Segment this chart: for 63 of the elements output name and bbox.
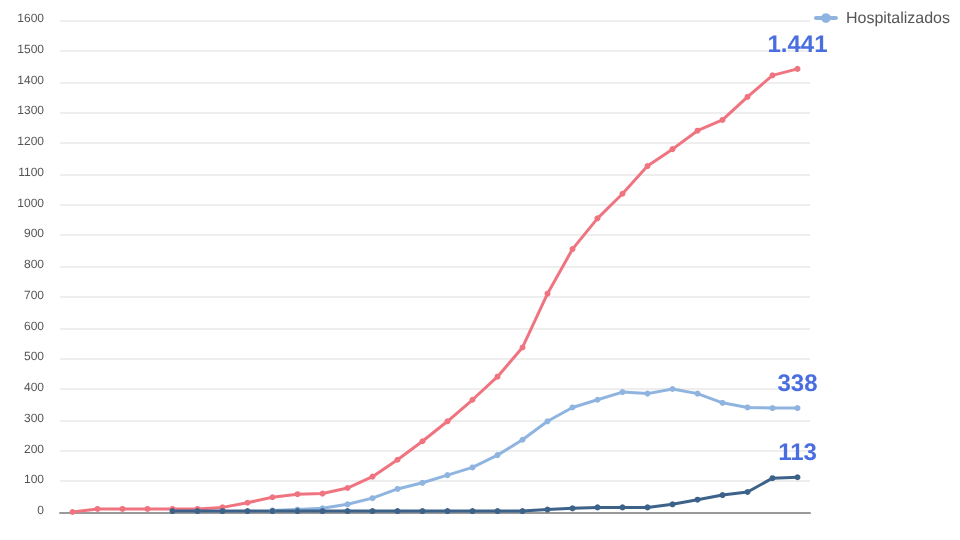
point — [119, 505, 126, 512]
point — [719, 492, 726, 499]
point — [669, 386, 676, 392]
point — [419, 508, 426, 515]
point — [444, 472, 451, 479]
point — [594, 396, 601, 403]
point — [569, 246, 576, 253]
point — [469, 396, 476, 403]
point — [394, 456, 401, 463]
point — [719, 116, 726, 123]
point — [794, 474, 801, 481]
point — [544, 418, 551, 425]
point — [244, 499, 251, 506]
point — [794, 65, 801, 72]
point — [744, 489, 751, 496]
point — [144, 505, 151, 512]
point — [344, 501, 351, 508]
point — [319, 490, 326, 497]
point — [344, 508, 351, 515]
point — [519, 436, 526, 443]
point — [294, 491, 301, 498]
point — [619, 190, 626, 197]
point — [519, 344, 526, 351]
point — [619, 389, 626, 396]
point — [569, 505, 576, 512]
point — [269, 494, 276, 501]
point — [344, 485, 351, 492]
point — [419, 479, 426, 486]
point — [419, 438, 426, 445]
point — [469, 508, 476, 515]
point — [494, 452, 501, 459]
point — [619, 504, 626, 511]
point — [669, 146, 676, 153]
point — [719, 399, 726, 406]
point — [444, 508, 451, 515]
point — [794, 405, 801, 412]
point — [394, 508, 401, 515]
point — [644, 163, 651, 170]
point — [694, 390, 701, 397]
point — [644, 504, 651, 511]
point — [744, 93, 751, 100]
point — [244, 508, 251, 515]
point — [769, 475, 776, 482]
point — [594, 504, 601, 511]
point — [519, 508, 526, 515]
point — [494, 508, 501, 515]
point — [569, 404, 576, 411]
point — [669, 501, 676, 508]
data-label: 338 — [777, 369, 819, 398]
point — [644, 390, 651, 397]
point — [69, 509, 76, 515]
data-label: 113 — [778, 438, 818, 467]
point — [544, 506, 551, 513]
point — [94, 505, 101, 512]
line-series — [169, 474, 801, 515]
point — [469, 464, 476, 471]
point — [444, 418, 451, 425]
data-label: 1.441 — [767, 29, 829, 58]
legend-label: Hospitalizados — [845, 9, 951, 27]
point — [744, 404, 751, 411]
point — [369, 495, 376, 502]
point — [369, 508, 376, 515]
point — [394, 485, 401, 492]
